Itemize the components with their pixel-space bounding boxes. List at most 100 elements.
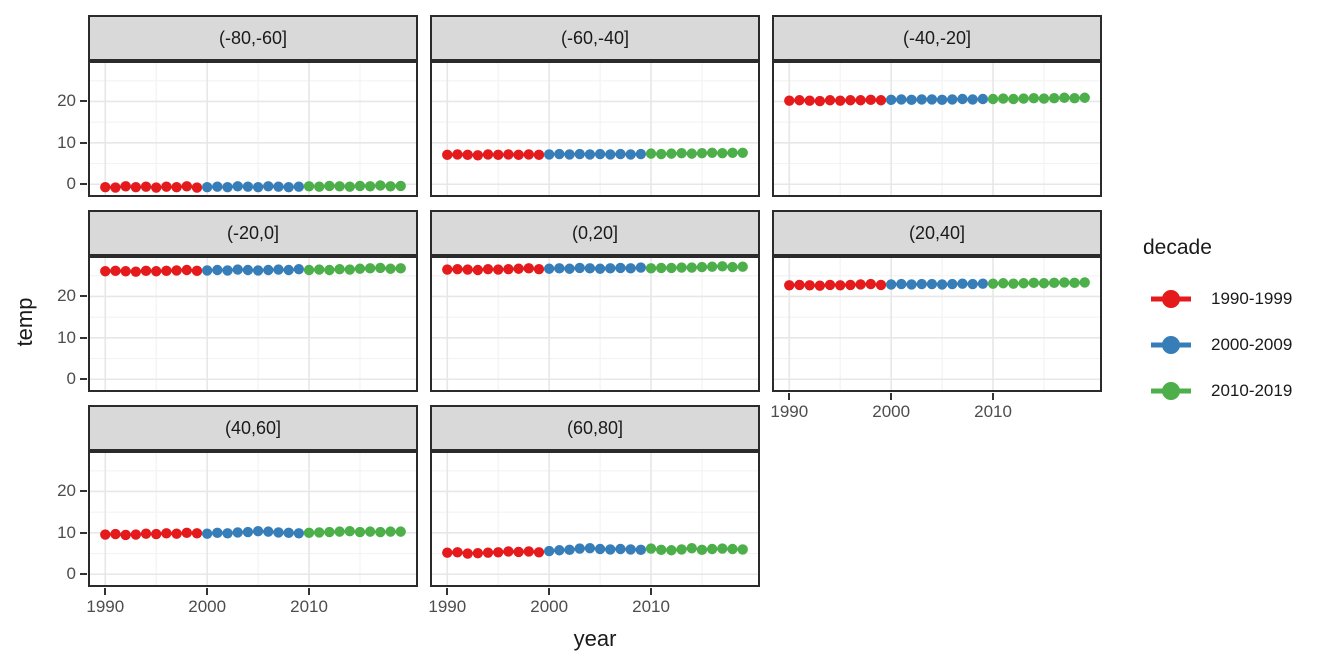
data-point xyxy=(554,545,565,556)
x-axis-tick xyxy=(890,393,893,400)
data-point xyxy=(676,544,687,555)
data-point xyxy=(442,149,453,161)
facet: (-60,-40] xyxy=(430,15,760,197)
data-point xyxy=(344,181,355,192)
data-point xyxy=(615,543,626,555)
data-point xyxy=(605,149,616,160)
x-axis-tick xyxy=(650,588,653,595)
y-axis-tick xyxy=(80,531,87,534)
data-point xyxy=(283,264,294,276)
data-point xyxy=(1079,92,1090,103)
data-point xyxy=(171,528,182,539)
y-axis-tick-label: 10 xyxy=(57,327,76,347)
data-point xyxy=(151,266,162,277)
data-point xyxy=(201,181,213,193)
data-point xyxy=(334,181,345,192)
data-point xyxy=(666,148,677,159)
y-axis-tick-label: 20 xyxy=(57,286,76,306)
legend-entry: 2000-2009 xyxy=(1143,333,1292,357)
data-point xyxy=(140,265,152,277)
data-point xyxy=(523,149,534,160)
data-point xyxy=(364,526,376,537)
data-point xyxy=(977,278,989,289)
x-axis-tick-label: 1990 xyxy=(428,597,467,616)
x-axis-tick xyxy=(788,393,791,400)
data-point xyxy=(493,149,504,161)
facet-panel xyxy=(772,256,1102,392)
data-point xyxy=(584,542,596,554)
data-point xyxy=(794,279,805,291)
data-point xyxy=(493,547,504,558)
data-point xyxy=(814,280,826,291)
data-point xyxy=(191,182,203,193)
data-point xyxy=(533,149,545,161)
data-point xyxy=(727,543,738,555)
data-point xyxy=(452,263,463,275)
facet: (40,60] xyxy=(88,405,418,587)
data-point xyxy=(324,264,335,276)
data-point xyxy=(273,181,284,192)
facet-plot-area xyxy=(90,453,416,585)
data-point xyxy=(594,543,606,555)
data-point xyxy=(283,181,294,193)
data-point xyxy=(523,546,534,557)
data-point xyxy=(1048,277,1060,289)
data-point xyxy=(513,546,524,558)
data-point xyxy=(717,148,728,159)
data-point xyxy=(875,95,887,106)
data-point xyxy=(625,149,636,160)
y-axis-tick xyxy=(80,490,87,493)
y-axis-tick xyxy=(80,573,87,576)
data-point xyxy=(543,545,555,557)
data-point xyxy=(1018,278,1029,289)
facet-plot-area xyxy=(432,453,758,585)
data-point xyxy=(232,181,243,192)
data-point xyxy=(645,263,657,274)
facet: (-80,-60] xyxy=(88,15,418,197)
data-point xyxy=(947,278,958,290)
y-axis-tick xyxy=(80,295,87,298)
data-point xyxy=(110,182,121,193)
data-point xyxy=(727,147,738,158)
data-point xyxy=(513,263,524,274)
facet: (0,20] xyxy=(430,210,760,392)
data-point xyxy=(574,543,585,554)
data-point xyxy=(334,263,345,275)
data-point xyxy=(794,95,805,106)
x-axis-tick-label: 2010 xyxy=(974,402,1012,421)
data-point xyxy=(896,278,907,290)
x-axis-tick-label: 1990 xyxy=(86,597,125,616)
data-point xyxy=(967,278,978,290)
x-axis-tick xyxy=(446,588,449,595)
data-point xyxy=(977,93,989,105)
data-point xyxy=(140,181,152,192)
data-point xyxy=(354,180,366,192)
data-point xyxy=(625,544,636,555)
data-point xyxy=(314,264,325,275)
data-point xyxy=(252,526,264,537)
data-point xyxy=(625,263,636,274)
data-point xyxy=(605,544,616,555)
data-point xyxy=(161,528,172,539)
data-point xyxy=(140,528,152,539)
data-point xyxy=(130,266,142,277)
data-point xyxy=(676,148,687,159)
data-point xyxy=(273,527,284,538)
data-point xyxy=(375,180,386,191)
data-point xyxy=(543,263,555,274)
x-axis-tick xyxy=(548,588,551,595)
facet-panel xyxy=(430,451,760,587)
data-point xyxy=(263,264,274,276)
data-point xyxy=(252,265,264,276)
data-point xyxy=(957,93,968,105)
data-point xyxy=(987,278,999,289)
data-point xyxy=(896,94,907,105)
data-point xyxy=(635,544,647,556)
data-point xyxy=(1079,277,1090,288)
data-point xyxy=(564,263,575,274)
legend-label: 2010-2019 xyxy=(1211,381,1293,400)
x-axis-tick-label: 2000 xyxy=(530,597,569,616)
data-point xyxy=(151,528,162,540)
data-point xyxy=(1018,93,1029,104)
